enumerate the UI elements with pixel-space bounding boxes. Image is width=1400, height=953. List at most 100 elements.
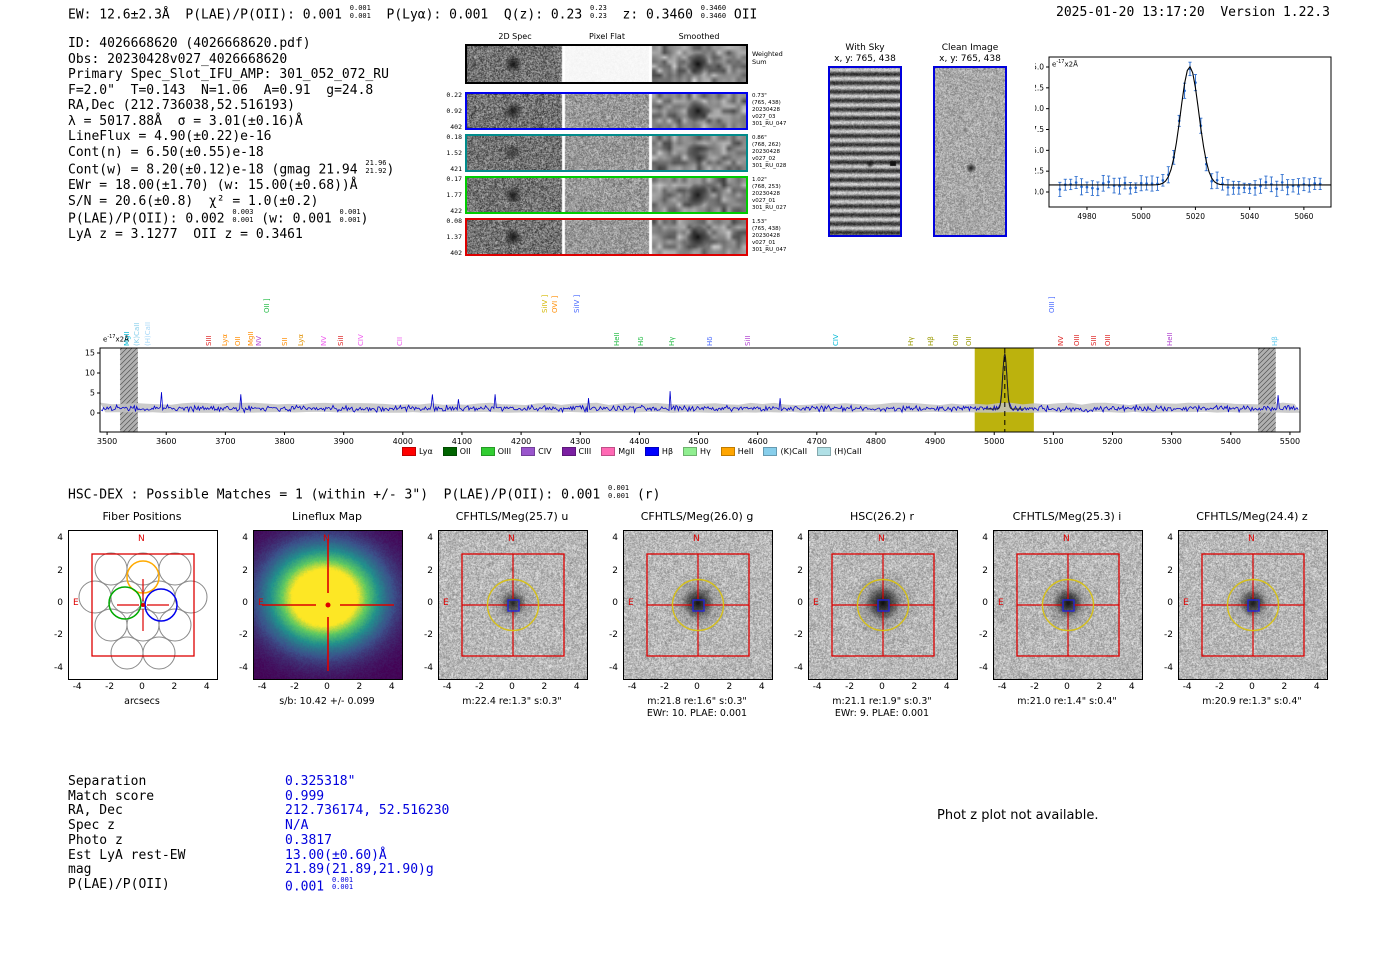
cutout-y-tick: 4 (612, 533, 618, 544)
info-line: RA,Dec (212.736038,52.516193) (68, 98, 394, 114)
text-segment: ) (360, 211, 369, 227)
cutout-y-tick: 2 (242, 565, 248, 576)
text-segment: 21.89(21.89,21.90)g (285, 862, 434, 878)
text-segment: Cont(n) = 6.50(±0.55)e-18 (68, 144, 264, 160)
cutout-x-tick: 2 (356, 682, 363, 692)
svg-text:5040: 5040 (1240, 212, 1259, 221)
strip-left-label: 0.92 (446, 106, 462, 115)
with_sky-canvas (830, 68, 900, 235)
svg-text:4800: 4800 (866, 437, 886, 446)
cutout-y-tick: -2 (1164, 630, 1173, 641)
text-segment: RA,Dec (212.736038,52.516193) (68, 98, 295, 113)
legend-label: Hγ (700, 447, 711, 456)
flux-units-part: -17 (1056, 59, 1065, 65)
compass-east-label: E (998, 598, 1004, 608)
cutout-x-tick: -2 (105, 682, 115, 692)
cutout-y-tick: 4 (797, 533, 803, 544)
strip-right-label: v027_01 (752, 197, 776, 204)
info-line: Cont(n) = 6.50(±0.55)e-18 (68, 145, 394, 161)
spec-strip-canvas (467, 136, 746, 170)
match-row-label: Photo z (68, 832, 123, 848)
compass-north-label: N (508, 534, 515, 544)
cutout-y-tick: 0 (57, 598, 63, 608)
legend-swatch (402, 447, 416, 456)
spectrum-line-label: OIII ] (1048, 296, 1057, 313)
text-segment: 13.00(±0.60)Å (285, 847, 387, 863)
cutout-x-tick: -2 (660, 682, 670, 692)
text-segment: P(LAE)/P(OII): 0.002 (68, 211, 233, 227)
svg-text:3900: 3900 (333, 437, 353, 446)
cutout-x-tick: 4 (943, 682, 950, 692)
spectrum-line-label: OIII (951, 334, 960, 346)
flux-units-part: -17 (107, 334, 116, 340)
stamp-overlay (461, 553, 565, 657)
cutout-x-tick: 0 (1064, 682, 1070, 692)
spectrum-line-label: SiII (743, 335, 752, 346)
cutout-x-tick: -4 (257, 682, 267, 692)
legend-swatch (683, 447, 698, 456)
strip-right-label: 20230428 (752, 232, 780, 239)
strip-right-label: 301_RU_047 (752, 120, 787, 127)
cutout-y-tick: 0 (612, 598, 618, 608)
cutout-y-tick: 2 (57, 565, 63, 576)
cutout-y-tick: -2 (609, 630, 618, 641)
strip-right-label: (768, 262) (752, 141, 781, 148)
strip-left-label: 421 (450, 164, 462, 173)
stacked-fraction: 0.001 0.001 (349, 4, 371, 20)
full-spectrum-plot: 3500 3600 3700 3800 3900 4000 4100 4200 4300 4400… (60, 276, 1340, 468)
text-segment: LineFlux = 4.90(±0.22)e-16 (68, 129, 272, 144)
strip-left-label: 0.18 (446, 133, 462, 141)
cutout-y-tick: 2 (797, 565, 803, 576)
header-datetime-version: 2025-01-20 13:17:20 Version 1.22.3 (1056, 5, 1330, 20)
cutout-y-tick: 2 (1167, 565, 1173, 576)
strip-left-labels: 0.17 1.77 422 (430, 176, 462, 214)
svg-text:3800: 3800 (274, 437, 294, 446)
match-row-value: 0.001 0.001 0.001 (285, 876, 353, 894)
cutout-x-tick: -4 (1182, 682, 1192, 692)
cutout-y-tick: -2 (424, 630, 433, 641)
sky-panel-title: With Sky (845, 43, 885, 53)
strip-left-label: 1.37 (446, 232, 462, 241)
cutout-x-tick: -2 (290, 682, 300, 692)
legend-item: MgII (601, 447, 635, 456)
spec-strip-row (465, 92, 748, 130)
compass-north-label: N (138, 534, 145, 544)
cutout-y-tick: 4 (242, 533, 248, 544)
spectrum-line-label: CIV (357, 334, 366, 346)
svg-text:5060: 5060 (1294, 212, 1313, 221)
flux-units-part: x2Å (115, 335, 129, 344)
spectrum-line-label: (K)CaII (133, 322, 142, 346)
text-segment: Obs: 20230428v027_4026668620 (68, 51, 288, 67)
stacked-fraction: 0.23 0.23 (590, 4, 607, 20)
strip-right-label: (765, 438) (752, 99, 781, 106)
spectrum-line-label: SIII (1089, 335, 1098, 346)
cutout-y-tick: -2 (979, 630, 988, 641)
strip-right-label: Weighted (752, 50, 783, 58)
match-row-label: Match score (68, 788, 155, 804)
spectrum-line-label: NV (1057, 335, 1066, 346)
cutout-sub-label: m:21.1 re:1.9" s:0.3" (832, 696, 932, 707)
match-row-label: Spec z (68, 818, 115, 834)
info-line: ID: 4026668620 (4026668620.pdf) (68, 36, 394, 52)
cutout-x-tick: 0 (324, 682, 330, 692)
cutout-x-tick: 4 (1313, 682, 1320, 692)
detection-info-block: ID: 4026668620 (4026668620.pdf) Obs: 2023… (68, 36, 394, 243)
spectrum-line-label: SiIV ] (540, 294, 549, 313)
cutout-y-tick: 2 (427, 565, 433, 576)
strip-left-label: 0.22 (446, 91, 462, 99)
cutout-y-tick: 4 (57, 533, 63, 544)
cutout-y-tick: 0 (982, 598, 988, 608)
match-row-value: 212.736174, 52.516230 (285, 803, 449, 818)
match-row-value: 0.325318" (285, 774, 355, 789)
cutout-x-tick: 2 (541, 682, 548, 692)
match-row-label: RA, Dec (68, 803, 123, 819)
strip-col-header: Pixel Flat (589, 32, 625, 41)
cutout-y-tick: 2 (982, 565, 988, 576)
svg-text:4900: 4900 (925, 437, 945, 446)
legend-label: OIII (497, 447, 512, 456)
legend-label: Hβ (661, 447, 674, 456)
